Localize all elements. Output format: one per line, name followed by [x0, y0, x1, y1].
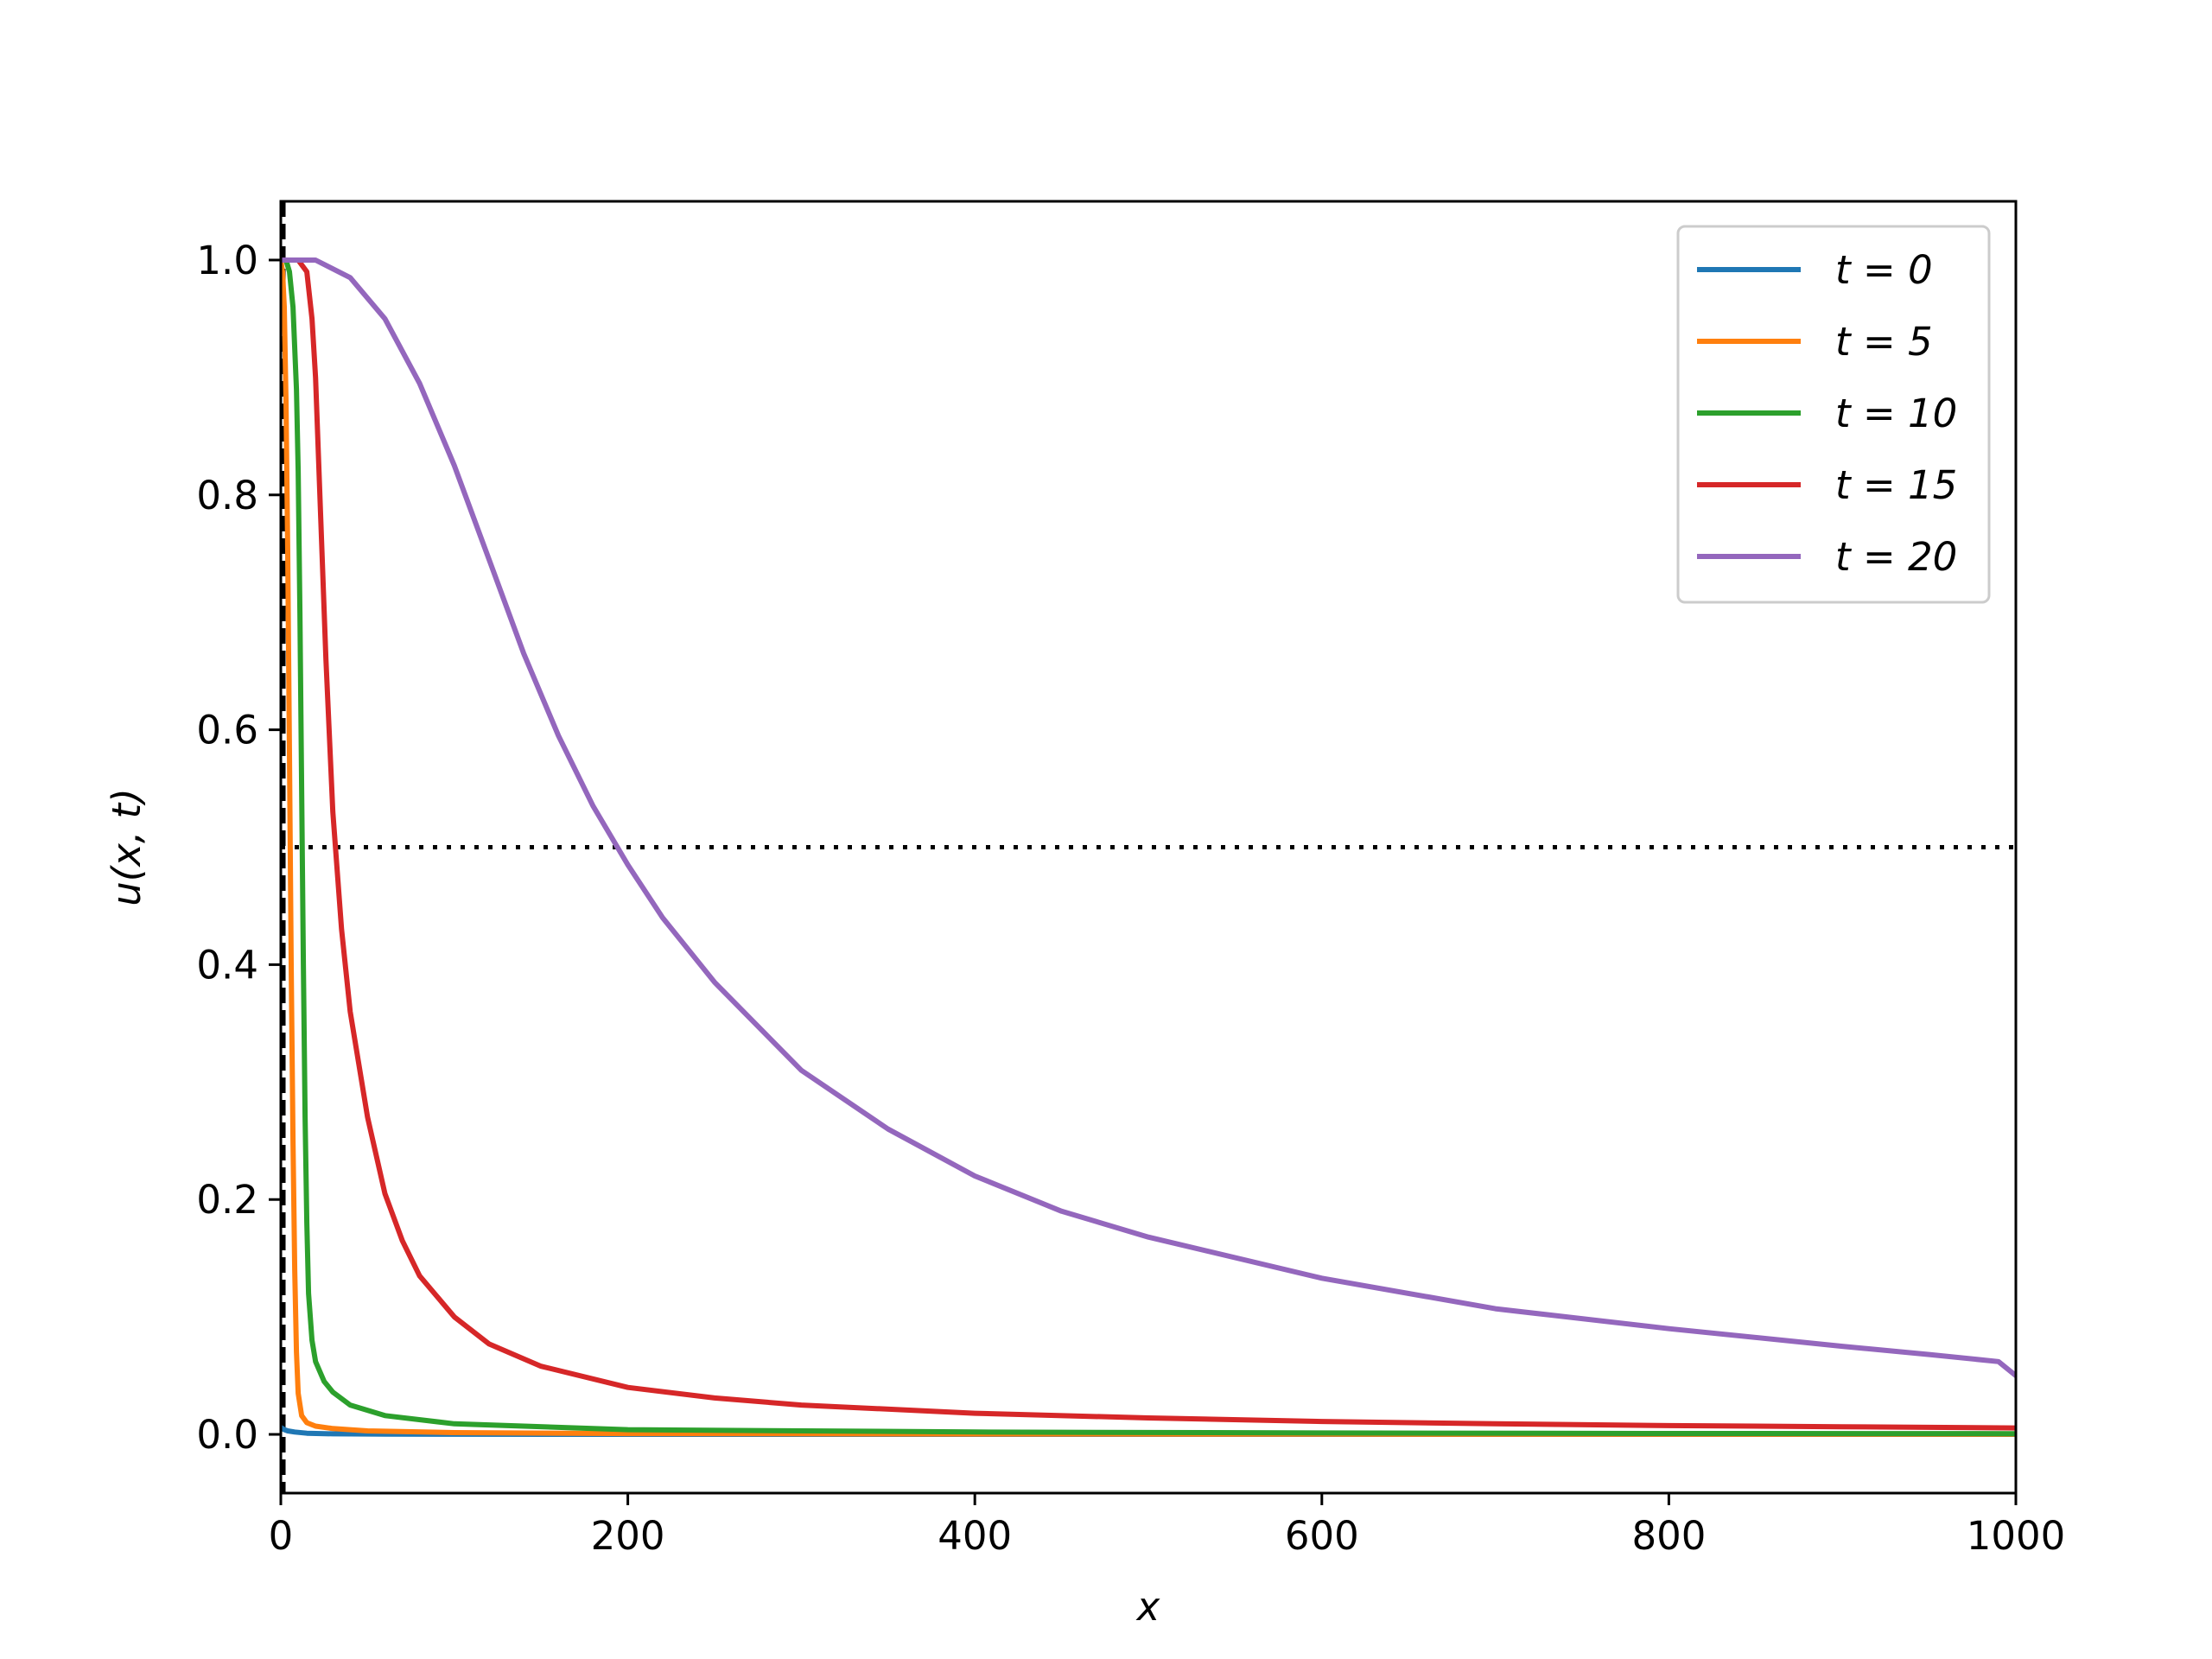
x-axis-ticks: 0 200 400 600 800 1000 — [269, 1493, 2066, 1559]
series-line-4 — [281, 257, 2016, 1379]
y-tick-label: 0.0 — [196, 1412, 258, 1458]
reference-lines — [281, 201, 2016, 1493]
x-axis-label: x — [1135, 1584, 1160, 1630]
series-line-2 — [281, 257, 2016, 1437]
x-tick-label: 0 — [269, 1513, 294, 1559]
y-tick-label: 0.6 — [196, 708, 258, 753]
y-tick-label: 0.8 — [196, 473, 258, 518]
legend: t = 0 t = 5 t = 10 t = 15 t = 20 — [1676, 225, 1991, 604]
x-tick-label: 400 — [938, 1513, 1012, 1559]
x-tick-label: 800 — [1631, 1513, 1706, 1559]
series-line-3 — [281, 257, 2016, 1431]
y-tick-label: 1.0 — [196, 238, 258, 283]
axes-frame — [279, 200, 2018, 1495]
y-axis-ticks: 0.0 0.2 0.4 0.6 0.8 1.0 — [196, 238, 281, 1458]
x-tick-label: 200 — [591, 1513, 665, 1559]
legend-label: t = 15 — [1835, 462, 1957, 508]
legend-label: t = 0 — [1835, 247, 1933, 293]
series-layer — [281, 257, 2016, 1437]
x-tick-label: 600 — [1285, 1513, 1359, 1559]
y-tick-label: 0.2 — [196, 1177, 258, 1223]
series-line-1 — [281, 257, 2016, 1437]
y-tick-label: 0.4 — [196, 942, 258, 988]
legend-label: t = 20 — [1835, 534, 1957, 580]
legend-box — [1676, 225, 1991, 604]
y-axis-label: u(x, t) — [104, 788, 149, 906]
x-tick-label: 1000 — [1967, 1513, 2066, 1559]
legend-label: t = 5 — [1835, 319, 1933, 365]
legend-label: t = 10 — [1835, 391, 1957, 436]
